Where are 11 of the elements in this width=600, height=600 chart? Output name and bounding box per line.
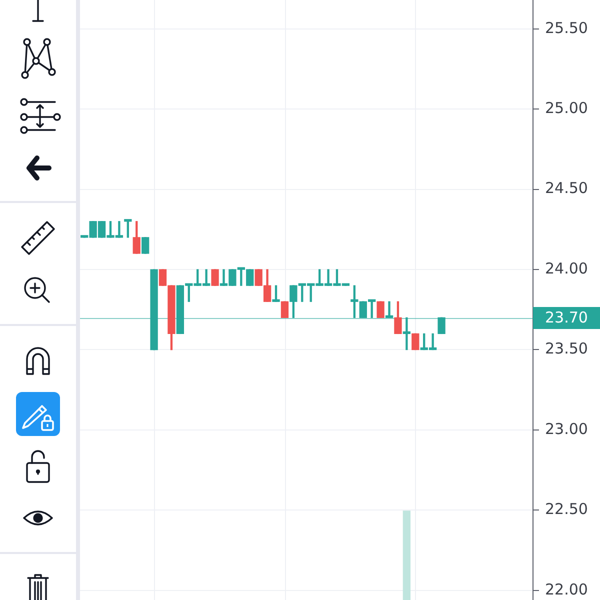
y-tick-label: 24.50 (545, 179, 588, 198)
candlestick (402, 317, 411, 350)
ref-line-label: 23.70 (545, 308, 588, 327)
y-tick-label: 23.50 (545, 340, 588, 358)
candlestick (385, 301, 394, 318)
y-tick-label: 22.00 (545, 580, 588, 598)
y-tick-label: 25.50 (545, 18, 588, 37)
y-tick-label: 22.50 (545, 500, 588, 518)
y-tick-label: 24.00 (545, 259, 588, 278)
y-tick-label: 23.00 (545, 420, 588, 438)
y-tick-label: 25.00 (545, 98, 588, 117)
